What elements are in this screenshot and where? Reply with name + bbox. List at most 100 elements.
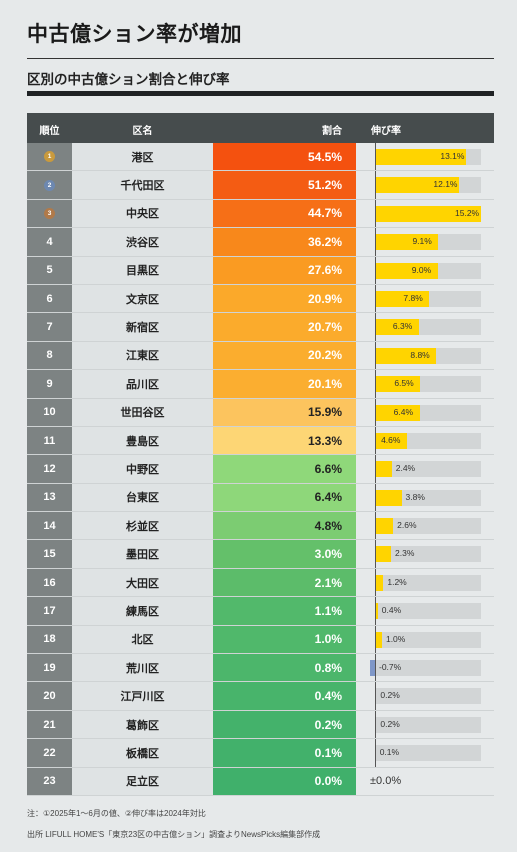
growth-cell: -0.7% [356, 654, 494, 682]
growth-label: 2.3% [395, 548, 415, 559]
rank-number: 2 [47, 181, 52, 189]
rank-cell: 13 [27, 483, 72, 512]
share-value: 44.7% [213, 199, 356, 228]
rank-number: 5 [46, 264, 53, 277]
growth-cell: 2.3% [356, 540, 494, 568]
table-row: 9 品川区 20.1% 6.5% [27, 370, 494, 399]
table-row: 3 中央区 44.7% 15.2% [27, 199, 494, 229]
silver-medal-icon: 2 [44, 179, 55, 191]
growth-axis [375, 483, 376, 512]
ward-name: 板橋区 [72, 739, 213, 767]
rank-cell: 20 [27, 682, 72, 710]
rank-cell: 22 [27, 739, 72, 767]
growth-axis [375, 710, 376, 739]
rank-cell: 8 [27, 341, 72, 370]
growth-bar [375, 404, 420, 421]
growth-track [375, 660, 481, 677]
growth-label: 0.1% [379, 747, 400, 758]
growth-label: 3.8% [405, 491, 425, 502]
growth-axis [375, 398, 376, 426]
rank-cell: 9 [27, 370, 72, 398]
growth-axis [375, 540, 376, 568]
growth-track [375, 688, 481, 705]
table-row: 17 練馬区 1.1% 0.4% [27, 597, 494, 626]
growth-axis [375, 654, 376, 682]
rank-cell: 2 [27, 171, 72, 199]
growth-bar [375, 461, 392, 478]
growth-cell: 4.6% [356, 426, 494, 455]
rank-number: 7 [46, 321, 53, 334]
rank-cell: 7 [27, 313, 72, 341]
header-growth: 伸び率 [371, 126, 401, 137]
source-note: 出所 LIFULL HOME'S「東京23区の中古億ション」調査よりNewsPi… [27, 830, 321, 839]
rank-number: 10 [43, 406, 56, 419]
growth-label: 6.5% [394, 378, 414, 389]
growth-label: 0.2% [380, 690, 400, 701]
growth-axis [375, 228, 376, 256]
growth-label: 6.4% [393, 406, 413, 417]
ward-name: 千代田区 [72, 171, 213, 199]
growth-bar [375, 319, 419, 336]
table-row: 19 荒川区 0.8% -0.7% [27, 654, 494, 683]
rank-number: 13 [43, 491, 56, 504]
growth-axis [375, 512, 376, 540]
table-row: 23 足立区 0.0% ±0.0% [27, 767, 494, 796]
growth-cell: 2.6% [356, 512, 494, 540]
growth-bar [375, 149, 467, 165]
growth-track [375, 603, 481, 620]
table-header: 順位 区名 割合 伸び率 [27, 113, 494, 143]
table-row: 4 渋谷区 36.2% 9.1% [27, 228, 494, 257]
growth-axis [375, 256, 376, 284]
growth-cell: 9.1% [356, 228, 494, 256]
growth-label: 8.8% [410, 349, 430, 360]
growth-axis [375, 143, 376, 171]
rank-cell: 16 [27, 568, 72, 597]
ward-name: 目黒区 [72, 256, 213, 284]
growth-cell: 6.5% [356, 370, 494, 398]
ward-name: 大田区 [72, 568, 213, 597]
bronze-medal-icon: 3 [44, 207, 55, 219]
growth-cell: 3.8% [356, 483, 494, 512]
share-value: 20.7% [213, 313, 356, 341]
rank-number: 8 [46, 349, 53, 362]
table-row: 2 千代田区 51.2% 12.1% [27, 171, 494, 200]
rank-cell: 17 [27, 597, 72, 625]
growth-bar [370, 660, 375, 677]
rank-number: 20 [43, 690, 56, 703]
rank-cell: 19 [27, 654, 72, 682]
share-value: 0.4% [213, 682, 356, 710]
growth-axis [375, 341, 376, 370]
growth-cell: 0.2% [356, 682, 494, 710]
ward-name: 練馬区 [72, 597, 213, 625]
table-row: 8 江東区 20.2% 8.8% [27, 341, 494, 371]
rank-number: 22 [43, 746, 56, 759]
rank-cell: 18 [27, 625, 72, 654]
rank-number: 3 [47, 209, 52, 217]
growth-cell: 15.2% [356, 199, 494, 228]
growth-cell: 7.8% [356, 284, 494, 313]
rank-number: 9 [46, 377, 53, 390]
table-row: 18 北区 1.0% 1.0% [27, 625, 494, 655]
growth-cell: 2.4% [356, 455, 494, 483]
rank-number: 12 [43, 462, 56, 475]
growth-label: 2.4% [395, 463, 416, 474]
header-rank: 順位 [39, 126, 60, 137]
growth-label: 0.2% [380, 718, 400, 729]
rank-cell: 23 [27, 767, 72, 795]
table-row: 22 板橋区 0.1% 0.1% [27, 739, 494, 768]
ward-name: 中野区 [72, 455, 213, 483]
table-row: 14 杉並区 4.8% 2.6% [27, 512, 494, 541]
growth-bar [375, 177, 460, 194]
ward-name: 渋谷区 [72, 228, 213, 256]
growth-axis [375, 426, 376, 455]
share-value: 3.0% [213, 540, 356, 568]
share-value: 6.4% [213, 483, 356, 512]
growth-axis [375, 455, 376, 483]
growth-track [375, 546, 481, 563]
rank-cell: 3 [27, 199, 72, 228]
growth-bar [375, 432, 408, 449]
growth-bar [375, 347, 437, 364]
table-row: 16 大田区 2.1% 1.2% [27, 568, 494, 598]
growth-axis [375, 625, 376, 654]
ward-name: 品川区 [72, 370, 213, 398]
